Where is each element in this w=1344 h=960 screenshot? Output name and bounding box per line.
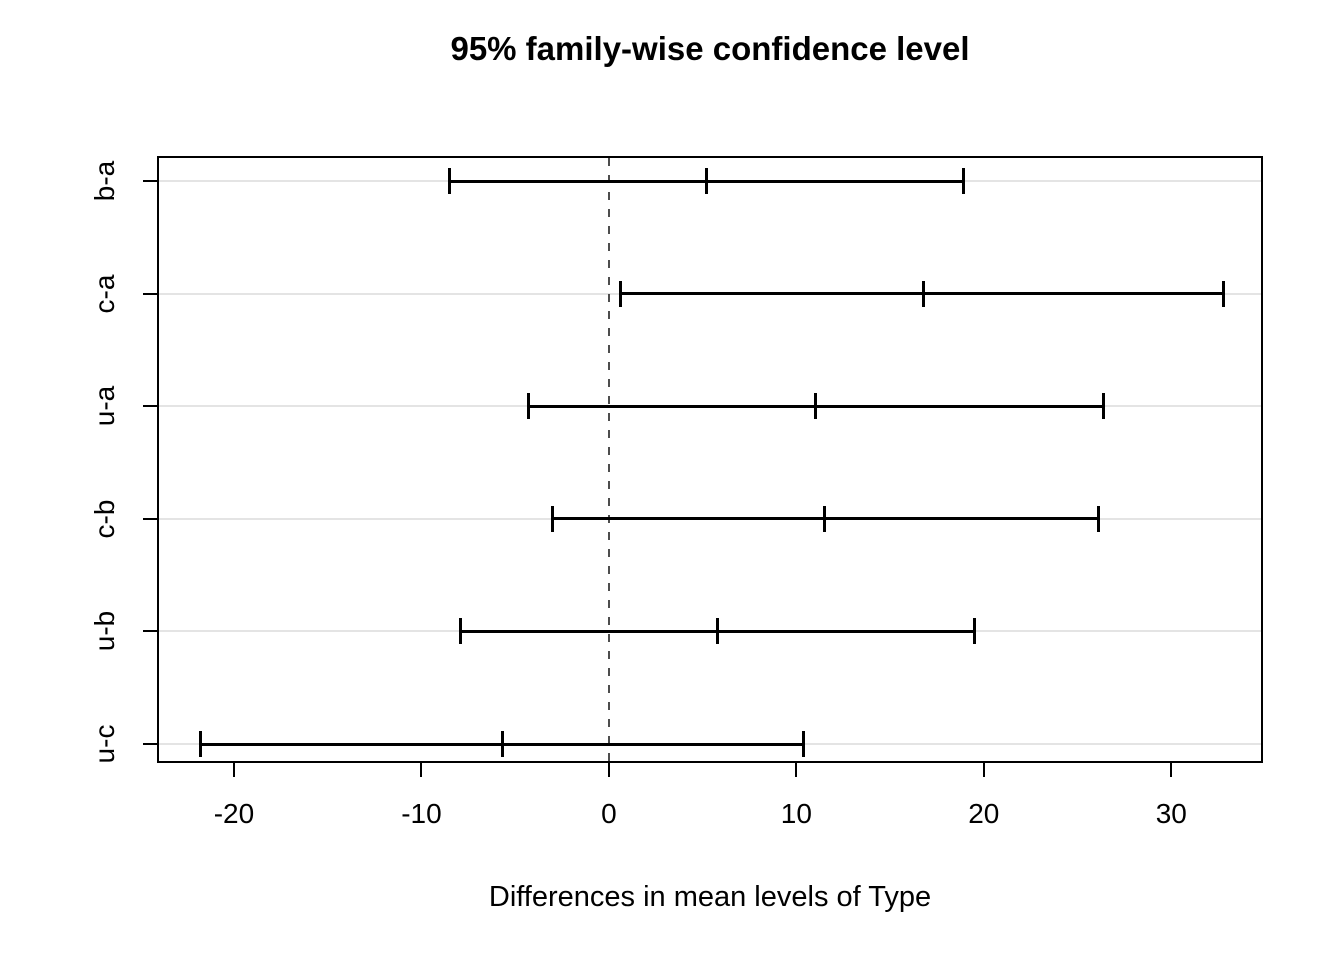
ci-cap-upper: [802, 731, 806, 757]
chart-title: 95% family-wise confidence level: [450, 30, 970, 67]
ci-cap-lower: [198, 731, 202, 757]
ci-cap-lower: [618, 280, 622, 307]
plot-area: -20 -10 0 10 20 30 b-a c-a u-a c-b u-b u-c: [89, 156, 1263, 829]
y-axis-tick: [143, 405, 157, 408]
ci-cap-lower: [526, 393, 530, 420]
y-axis-tick-label-text: c-a: [89, 274, 120, 314]
x-axis-tick: [982, 763, 985, 777]
x-axis-tick: [232, 763, 235, 777]
x-axis-tick-label: -10: [401, 798, 442, 829]
x-axis-tick-label: 10: [780, 798, 812, 829]
x-axis-tick: [607, 763, 610, 777]
ci-cap-upper: [1222, 280, 1226, 307]
ci-cap-lower: [459, 618, 463, 645]
y-axis-tick-label-text: u-b: [89, 611, 120, 652]
ci-bar: [620, 292, 1224, 296]
y-axis-tick: [143, 517, 157, 520]
ci-point-estimate-tick: [704, 168, 708, 194]
ci-point-estimate-tick: [500, 731, 504, 757]
y-axis-tick-label-text: c-b: [89, 499, 120, 539]
y-axis-tick: [143, 630, 157, 633]
y-axis-tick-label-text: u-c: [89, 724, 120, 764]
ci-cap-lower: [551, 505, 555, 532]
y-axis-tick-label-text: u-a: [89, 385, 120, 427]
ci-point-estimate-tick: [922, 280, 926, 307]
ci-cap-upper: [972, 618, 976, 645]
x-axis-label: Differences in mean levels of Type: [488, 881, 932, 913]
ci-cap-upper: [961, 168, 965, 194]
y-axis-tick-label-text: b-a: [89, 160, 120, 202]
zero-reference-line: [607, 158, 610, 761]
y-axis-tick: [143, 180, 157, 182]
x-axis-tick: [1170, 763, 1173, 777]
ci-point-estimate-tick: [813, 393, 817, 420]
x-axis-tick-label: 20: [968, 798, 1000, 829]
ci-cap-upper: [1096, 505, 1100, 532]
ci-cap-upper: [1102, 393, 1106, 420]
x-axis-tick: [420, 763, 423, 777]
x-axis-tick-label: 30: [1155, 798, 1187, 829]
ci-cap-lower: [448, 168, 452, 194]
y-axis-tick: [143, 292, 157, 295]
y-axis-tick: [143, 743, 157, 745]
x-axis-tick-label: 0: [601, 798, 617, 829]
ci-point-estimate-tick: [716, 618, 720, 645]
x-axis-tick: [795, 763, 798, 777]
ci-point-estimate-tick: [822, 505, 826, 532]
x-axis-tick-label: -20: [213, 798, 255, 829]
